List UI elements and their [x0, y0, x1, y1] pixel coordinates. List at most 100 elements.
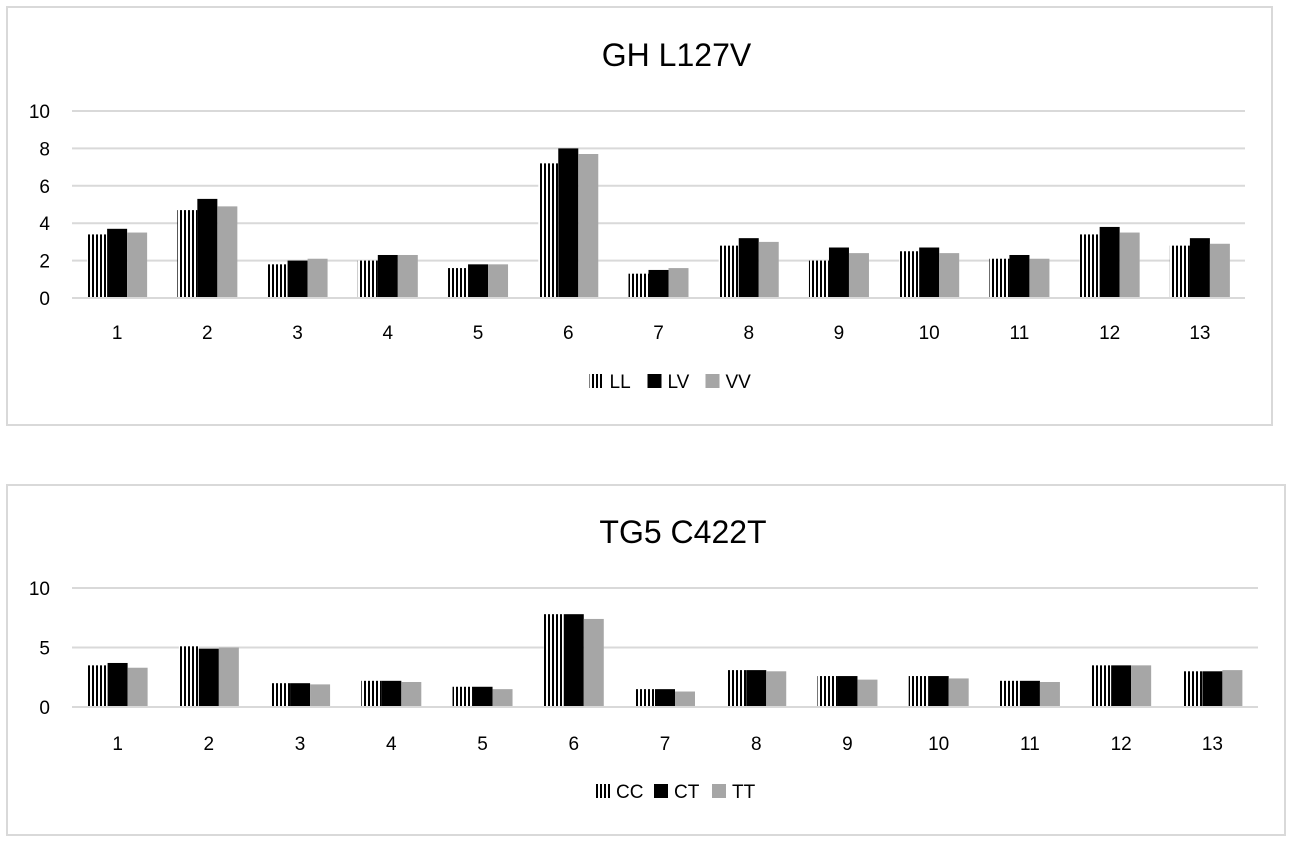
chart-title: TG5 C422T	[599, 514, 766, 550]
bar-vv-9	[848, 253, 869, 298]
bar-vv-2	[217, 206, 238, 298]
y-tick-label: 0	[39, 289, 50, 310]
x-tick-label: 8	[743, 323, 754, 344]
legend-swatch-ll	[589, 374, 604, 388]
y-tick-label: 6	[39, 177, 50, 198]
bar-ct-1	[107, 662, 128, 707]
bar-tt-3	[310, 684, 331, 707]
bar-lv-13	[1189, 238, 1210, 298]
legend-swatch-tt	[712, 784, 726, 798]
bar-cc-5	[452, 686, 473, 707]
bar-tt-10	[948, 678, 969, 707]
x-tick-label: 13	[1189, 323, 1210, 344]
x-tick-label: 10	[928, 734, 949, 755]
bar-ll-5	[448, 268, 469, 298]
bar-tt-4	[401, 682, 422, 707]
legend-label-cc: CC	[616, 782, 643, 803]
bar-cc-11	[999, 680, 1020, 707]
y-tick-label: 5	[39, 639, 50, 660]
legend-label-ct: CT	[674, 782, 700, 803]
bar-cc-6	[543, 614, 564, 707]
bar-ll-11	[989, 258, 1010, 298]
x-tick-label: 5	[477, 734, 488, 755]
bar-tt-9	[857, 679, 878, 707]
bar-cc-3	[270, 683, 291, 707]
x-tick-label: 1	[112, 734, 123, 755]
y-tick-label: 10	[29, 102, 50, 123]
bar-tt-2	[218, 647, 239, 707]
x-tick-label: 3	[292, 323, 303, 344]
bar-ll-7	[628, 273, 649, 298]
bar-ct-3	[290, 683, 311, 707]
bar-vv-10	[939, 253, 960, 298]
bar-ct-4	[381, 680, 402, 707]
bar-vv-5	[488, 264, 509, 298]
x-tick-label: 8	[751, 734, 762, 755]
bar-tt-6	[583, 618, 604, 707]
y-tick-label: 2	[39, 252, 50, 273]
bar-ll-8	[718, 245, 739, 298]
bar-lv-2	[197, 198, 218, 298]
bar-tt-1	[127, 667, 148, 707]
chart-title: GH L127V	[602, 37, 752, 73]
bar-ct-10	[928, 676, 949, 707]
x-tick-label: 12	[1099, 323, 1120, 344]
x-tick-label: 10	[919, 323, 940, 344]
bar-tt-7	[675, 691, 695, 707]
bar-ll-12	[1079, 234, 1100, 298]
bar-ct-8	[746, 670, 767, 707]
bar-tt-5	[492, 689, 513, 707]
legend-swatch-ct	[654, 784, 668, 798]
bar-vv-13	[1209, 243, 1230, 298]
x-tick-label: 2	[202, 323, 213, 344]
y-tick-label: 8	[39, 139, 50, 160]
x-tick-label: 13	[1202, 734, 1223, 755]
bar-cc-4	[361, 680, 382, 707]
bar-cc-12	[1091, 665, 1112, 707]
x-tick-label: 7	[653, 323, 664, 344]
bar-ct-2	[198, 648, 219, 707]
bar-ll-10	[899, 251, 920, 298]
bar-lv-5	[468, 264, 489, 298]
bar-tt-13	[1222, 670, 1243, 707]
y-tick-label: 4	[39, 214, 50, 235]
bar-vv-8	[758, 241, 779, 298]
x-tick-label: 11	[1020, 734, 1040, 755]
bar-ct-12	[1111, 665, 1132, 707]
bar-tt-11	[1039, 682, 1060, 707]
x-tick-label: 7	[660, 734, 671, 755]
bar-lv-10	[919, 247, 940, 298]
legend-swatch-cc	[596, 784, 610, 798]
bar-lv-1	[107, 228, 128, 298]
bar-vv-6	[578, 154, 599, 298]
bar-vv-7	[668, 268, 689, 298]
bar-cc-9	[817, 676, 838, 707]
bar-cc-7	[635, 689, 655, 707]
x-tick-label: 3	[295, 734, 306, 755]
bar-lv-11	[1009, 254, 1030, 298]
bar-vv-4	[397, 254, 418, 298]
bar-ll-3	[267, 264, 288, 298]
legend-label-ll: LL	[610, 372, 631, 393]
y-tick-label: 10	[29, 579, 50, 600]
x-tick-label: 1	[112, 323, 123, 344]
bar-ct-13	[1202, 671, 1223, 707]
x-tick-label: 12	[1111, 734, 1132, 755]
bar-vv-11	[1029, 258, 1050, 298]
bar-ll-2	[177, 210, 198, 298]
bar-ct-6	[563, 614, 584, 707]
bar-lv-9	[828, 247, 849, 298]
x-tick-label: 11	[1010, 323, 1030, 344]
bar-lv-12	[1099, 226, 1120, 298]
bar-ll-1	[87, 234, 108, 298]
y-tick-label: 0	[39, 698, 50, 719]
bar-ct-7	[655, 689, 675, 707]
bar-ll-6	[538, 163, 559, 298]
bar-ll-13	[1169, 245, 1190, 298]
x-tick-label: 4	[386, 734, 397, 755]
bar-lv-6	[558, 148, 579, 298]
chart-panel-gh-l127v: GH L127V 0 2 4 6 8 10 1 2 3 4 5 6 7 8 9 10 11 12 13 LL LV VV	[6, 6, 1273, 426]
bar-ll-4	[357, 260, 378, 298]
bar-lv-3	[287, 260, 308, 298]
